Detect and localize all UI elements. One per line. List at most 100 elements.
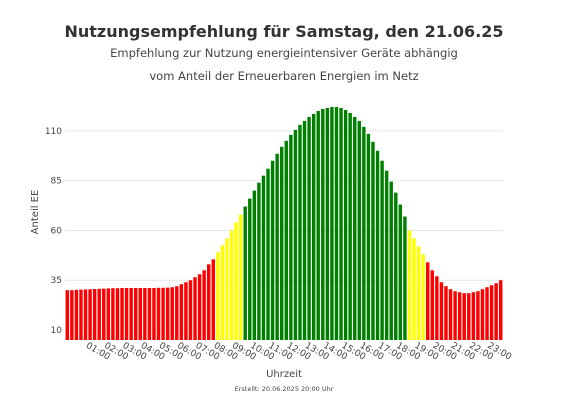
bar (97, 288, 101, 340)
bar (494, 283, 498, 340)
bar (384, 170, 389, 340)
bar (444, 286, 448, 340)
bar (416, 246, 421, 340)
bar (152, 288, 156, 340)
bar (115, 288, 120, 340)
bar (293, 129, 298, 340)
bar (184, 282, 188, 340)
bar (229, 230, 234, 340)
bar (489, 285, 494, 340)
bar (129, 288, 133, 340)
bar (138, 288, 142, 340)
bar (156, 287, 161, 340)
y-tick-label: 110 (45, 127, 62, 137)
bar (65, 290, 69, 340)
created-timestamp: Erstellt: 20.06.2025 20:00 Uhr (234, 385, 334, 393)
bar (120, 288, 124, 340)
bar (462, 293, 466, 340)
bar (430, 270, 434, 340)
chart-subtitle-line-1: Empfehlung zur Nutzung energieintensiver… (110, 46, 458, 60)
bar (248, 198, 252, 340)
bar (375, 150, 380, 340)
bar (238, 214, 243, 340)
bar (134, 288, 138, 340)
bar (412, 238, 416, 340)
bar (407, 230, 412, 340)
bar (480, 289, 485, 340)
bar (339, 107, 343, 340)
bar (353, 116, 357, 340)
bar (143, 288, 147, 340)
bar (261, 175, 266, 340)
bar-series (65, 106, 503, 341)
y-tick-label: 60 (51, 226, 63, 236)
chart-subtitle-line-2: vom Anteil der Erneuerbaren Energien im … (149, 69, 419, 83)
bar (362, 126, 366, 341)
bar (325, 107, 330, 340)
bar (193, 277, 197, 340)
bar (147, 288, 152, 340)
bar (298, 124, 302, 340)
y-axis-ticks: 10 35 60 85 110 (45, 127, 62, 336)
bar (275, 153, 279, 340)
x-axis-ticks: 01:0002:0003:0004:0005:0006:0007:0008:00… (84, 341, 513, 363)
bar (371, 141, 375, 340)
bar (270, 160, 275, 340)
bar (88, 289, 92, 340)
bar (366, 133, 371, 340)
bar (170, 287, 174, 340)
bar (457, 292, 462, 340)
bar (243, 206, 247, 340)
bar (448, 289, 453, 340)
bar (211, 259, 215, 340)
bar (207, 264, 211, 340)
bar (357, 120, 361, 340)
bar (92, 289, 97, 340)
bar (316, 110, 320, 341)
bar (453, 291, 457, 340)
bar (175, 286, 179, 340)
bar (289, 134, 293, 340)
bar (334, 106, 339, 340)
bar (330, 106, 334, 340)
bar (202, 270, 206, 340)
bar (252, 190, 257, 340)
bar (398, 204, 403, 340)
bar (321, 108, 325, 340)
y-tick-label: 35 (51, 276, 62, 286)
bar (70, 290, 74, 340)
bar (188, 280, 193, 340)
bar (380, 160, 384, 340)
bar (216, 252, 220, 340)
bar (102, 288, 106, 340)
bar (79, 289, 83, 340)
bar (403, 216, 407, 340)
bar (106, 288, 111, 340)
y-axis-title: Anteil EE (30, 190, 41, 235)
bar (165, 287, 170, 340)
bar (234, 222, 238, 340)
bar (426, 262, 430, 340)
y-tick-label: 10 (51, 326, 63, 336)
bar (280, 146, 284, 340)
bar (74, 289, 79, 340)
bar (284, 140, 288, 340)
bar (83, 289, 88, 340)
bar (394, 192, 398, 340)
bar (111, 288, 115, 340)
bar (179, 284, 184, 340)
chart-title: Nutzungsempfehlung für Samstag, den 21.0… (64, 22, 504, 41)
bar (471, 292, 476, 340)
bar (307, 116, 311, 340)
y-tick-label: 85 (51, 177, 62, 187)
gridlines (65, 130, 503, 331)
bar (485, 287, 489, 340)
bar (225, 238, 229, 340)
bar (389, 181, 393, 340)
bar (348, 112, 352, 341)
bar (311, 113, 316, 340)
bar (439, 282, 444, 340)
bar (257, 182, 261, 340)
bar (467, 293, 471, 340)
